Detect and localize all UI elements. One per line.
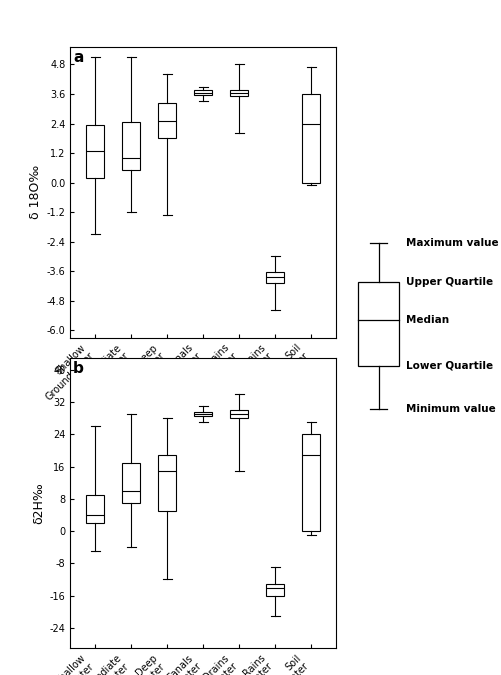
Text: b: b (73, 360, 84, 376)
Text: a: a (73, 50, 83, 65)
PathPatch shape (122, 462, 140, 503)
Text: Upper Quartile: Upper Quartile (405, 277, 492, 288)
PathPatch shape (122, 122, 140, 170)
Text: Median: Median (405, 315, 448, 325)
PathPatch shape (194, 412, 212, 416)
PathPatch shape (266, 272, 284, 284)
PathPatch shape (158, 103, 176, 138)
PathPatch shape (266, 583, 284, 595)
PathPatch shape (158, 454, 176, 511)
PathPatch shape (230, 90, 248, 97)
PathPatch shape (302, 434, 320, 531)
Bar (357, 282, 398, 366)
Text: Maximum value: Maximum value (405, 238, 497, 248)
PathPatch shape (194, 90, 212, 95)
Text: Minimum value: Minimum value (405, 404, 494, 414)
PathPatch shape (86, 125, 104, 178)
PathPatch shape (86, 495, 104, 523)
Y-axis label: δ 18O‰: δ 18O‰ (30, 165, 42, 219)
PathPatch shape (230, 410, 248, 418)
PathPatch shape (302, 94, 320, 182)
Y-axis label: δ2H‰: δ2H‰ (32, 482, 45, 524)
Text: Lower Quartile: Lower Quartile (405, 360, 492, 371)
